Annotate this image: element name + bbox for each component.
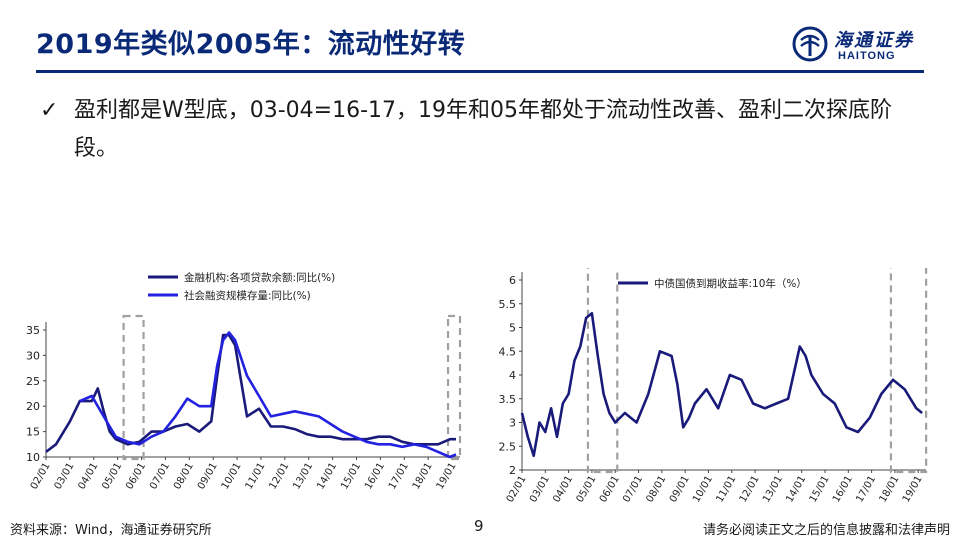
x-tick-label: 18/01 — [878, 474, 902, 504]
y-tick-label: 20 — [26, 400, 40, 413]
x-tick-label: 12/01 — [268, 461, 292, 491]
x-tick-label: 07/01 — [621, 474, 645, 504]
series-line-2 — [79, 331, 457, 459]
legend-label: 金融机构:各项贷款余额:同比(%) — [184, 271, 335, 284]
x-tick-label: 16/01 — [363, 461, 387, 491]
x-tick-label: 09/01 — [196, 461, 220, 491]
x-tick-label: 13/01 — [291, 461, 315, 491]
y-tick-label: 3.5 — [499, 393, 517, 406]
page-title: 2019年类似2005年：流动性好转 — [36, 29, 466, 60]
x-tick-label: 13/01 — [761, 474, 785, 504]
y-tick-label: 5.5 — [499, 298, 517, 311]
y-tick-label: 3 — [509, 417, 516, 430]
x-tick-label: 18/01 — [411, 461, 435, 491]
x-tick-label: 17/01 — [854, 474, 878, 504]
y-tick-label: 6 — [509, 274, 516, 287]
highlight-window — [122, 314, 145, 461]
bullet-point: ✓ 盈利都是W型底，03-04=16-17，19年和05年都处于流动性改善、盈利… — [40, 92, 930, 168]
x-tick-label: 10/01 — [220, 461, 244, 491]
loan-growth-chart: 10 15 20 25 30 35 02/01 03/01 04/01 05/01 06/01 07/… — [26, 271, 462, 491]
y-tick-label: 35 — [26, 324, 40, 337]
title-divider — [36, 70, 924, 73]
legend-label: 中债国债到期收益率:10年（%） — [654, 277, 807, 290]
x-tick-label: 06/01 — [598, 474, 622, 504]
y-tick-label: 10 — [26, 451, 40, 464]
y-tick-label: 2 — [509, 464, 516, 477]
x-tick-label: 03/01 — [53, 461, 77, 491]
x-tick-label: 04/01 — [551, 474, 575, 504]
bullet-text: 盈利都是W型底，03-04=16-17，19年和05年都处于流动性改善、盈利二次… — [74, 98, 893, 161]
logo-chinese-text: 海通证券 — [834, 30, 914, 51]
disclaimer: 请务必阅读正文之后的信息披露和法律声明 — [702, 523, 950, 538]
series-line-1 — [520, 311, 923, 458]
company-logo: 海通证券 HAITONG — [792, 26, 932, 66]
x-tick-label: 05/01 — [575, 474, 599, 504]
x-tick-label: 02/01 — [505, 474, 529, 504]
x-tick-label: 15/01 — [339, 461, 363, 491]
y-tick-label: 25 — [26, 375, 40, 388]
x-tick-label: 15/01 — [808, 474, 832, 504]
bond-yield-chart: 2 2.5 3 3.5 4 4.5 5 5.5 6 02/01 03/01 04/01 05/01 06/… — [499, 268, 928, 504]
x-tick-label: 08/01 — [645, 474, 669, 504]
y-tick-label: 30 — [26, 349, 40, 362]
x-tick-label: 19/01 — [901, 474, 925, 504]
y-tick-label: 2.5 — [499, 440, 517, 453]
x-tick-label: 09/01 — [668, 474, 692, 504]
y-tick-label: 4 — [509, 369, 516, 382]
x-tick-label: 16/01 — [831, 474, 855, 504]
x-tick-label: 19/01 — [435, 461, 459, 491]
x-tick-label: 06/01 — [124, 461, 148, 491]
logo-english-text: HAITONG — [838, 50, 896, 62]
x-tick-label: 10/01 — [691, 474, 715, 504]
y-tick-label: 15 — [26, 426, 40, 439]
x-tick-label: 07/01 — [148, 461, 172, 491]
x-tick-label: 11/01 — [714, 474, 738, 504]
page-number: 9 — [474, 517, 484, 535]
source-note: 资料来源：Wind，海通证券研究所 — [10, 523, 212, 538]
haitong-logo-icon — [792, 26, 828, 62]
x-tick-label: 03/01 — [528, 474, 552, 504]
check-icon: ✓ — [40, 98, 59, 123]
y-tick-label: 5 — [509, 322, 516, 335]
x-tick-label: 02/01 — [29, 461, 53, 491]
x-tick-label: 14/01 — [784, 474, 808, 504]
series-line-1 — [45, 333, 456, 453]
y-tick-label: 4.5 — [499, 345, 517, 358]
x-tick-label: 04/01 — [76, 461, 100, 491]
highlight-window — [446, 314, 462, 461]
legend-label: 社会融资规模存量:同比(%) — [184, 289, 311, 302]
x-tick-label: 12/01 — [738, 474, 762, 504]
highlight-window — [586, 268, 619, 474]
x-tick-label: 08/01 — [172, 461, 196, 491]
x-tick-label: 05/01 — [100, 461, 124, 491]
x-tick-label: 11/01 — [244, 461, 268, 491]
highlight-window — [889, 268, 928, 474]
x-tick-label: 17/01 — [387, 461, 411, 491]
x-tick-label: 14/01 — [315, 461, 339, 491]
